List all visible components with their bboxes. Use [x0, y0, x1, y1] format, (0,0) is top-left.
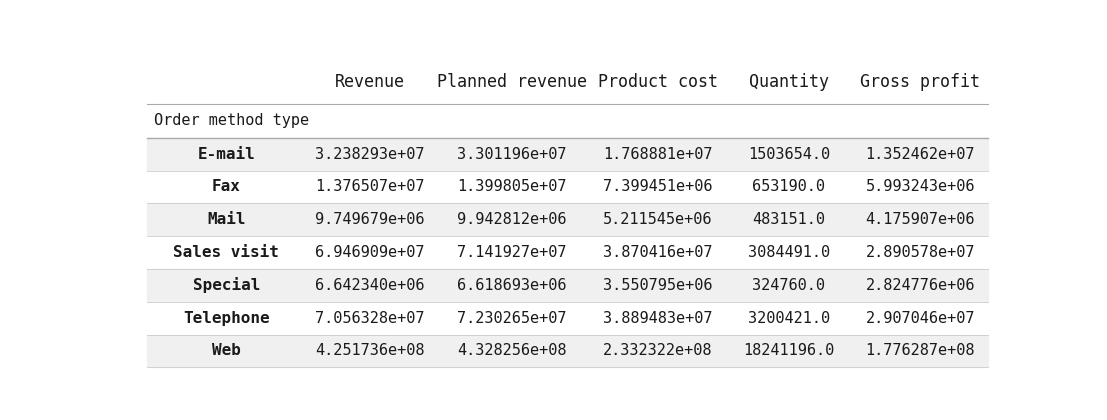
- Text: 4.251736e+08: 4.251736e+08: [314, 344, 424, 358]
- Text: 1.399805e+07: 1.399805e+07: [457, 179, 567, 194]
- Text: 2.332322e+08: 2.332322e+08: [603, 344, 713, 358]
- Text: 7.230265e+07: 7.230265e+07: [457, 311, 567, 326]
- Text: 4.328256e+08: 4.328256e+08: [457, 344, 567, 358]
- Text: Telephone: Telephone: [183, 311, 270, 326]
- Text: Order method type: Order method type: [154, 113, 309, 128]
- Text: 1.352462e+07: 1.352462e+07: [866, 147, 975, 162]
- Text: 1503654.0: 1503654.0: [748, 147, 830, 162]
- Text: 3.238293e+07: 3.238293e+07: [314, 147, 424, 162]
- Text: 6.642340e+06: 6.642340e+06: [314, 278, 424, 293]
- Text: 7.141927e+07: 7.141927e+07: [457, 245, 567, 260]
- Text: Fax: Fax: [211, 179, 240, 194]
- Text: 18241196.0: 18241196.0: [743, 344, 835, 358]
- Text: 3084491.0: 3084491.0: [748, 245, 830, 260]
- Text: 483151.0: 483151.0: [753, 212, 826, 227]
- Text: 3.870416e+07: 3.870416e+07: [603, 245, 713, 260]
- Text: Product cost: Product cost: [598, 73, 717, 91]
- Text: 1.376507e+07: 1.376507e+07: [314, 179, 424, 194]
- Text: Quantity: Quantity: [749, 73, 829, 91]
- Text: Special: Special: [193, 277, 260, 293]
- Text: E-mail: E-mail: [197, 147, 256, 162]
- Text: 6.618693e+06: 6.618693e+06: [457, 278, 567, 293]
- Text: 7.056328e+07: 7.056328e+07: [314, 311, 424, 326]
- Text: 5.993243e+06: 5.993243e+06: [866, 179, 975, 194]
- Text: 653190.0: 653190.0: [753, 179, 826, 194]
- Text: 2.907046e+07: 2.907046e+07: [866, 311, 975, 326]
- Text: 3200421.0: 3200421.0: [748, 311, 830, 326]
- Text: Planned revenue: Planned revenue: [437, 73, 587, 91]
- Text: 2.890578e+07: 2.890578e+07: [866, 245, 975, 260]
- Text: Sales visit: Sales visit: [174, 245, 279, 260]
- Text: 4.175907e+06: 4.175907e+06: [866, 212, 975, 227]
- Text: 6.946909e+07: 6.946909e+07: [314, 245, 424, 260]
- Text: 2.824776e+06: 2.824776e+06: [866, 278, 975, 293]
- Text: Web: Web: [211, 344, 240, 358]
- Text: 9.942812e+06: 9.942812e+06: [457, 212, 567, 227]
- Text: 5.211545e+06: 5.211545e+06: [603, 212, 713, 227]
- Text: 1.768881e+07: 1.768881e+07: [603, 147, 713, 162]
- Text: 324760.0: 324760.0: [753, 278, 826, 293]
- Text: Revenue: Revenue: [334, 73, 404, 91]
- Text: Gross profit: Gross profit: [860, 73, 980, 91]
- Text: 1.776287e+08: 1.776287e+08: [866, 344, 975, 358]
- Text: 7.399451e+06: 7.399451e+06: [603, 179, 713, 194]
- Text: 3.550795e+06: 3.550795e+06: [603, 278, 713, 293]
- Text: 3.889483e+07: 3.889483e+07: [603, 311, 713, 326]
- Text: Mail: Mail: [207, 212, 246, 227]
- Text: 9.749679e+06: 9.749679e+06: [314, 212, 424, 227]
- Text: 3.301196e+07: 3.301196e+07: [457, 147, 567, 162]
